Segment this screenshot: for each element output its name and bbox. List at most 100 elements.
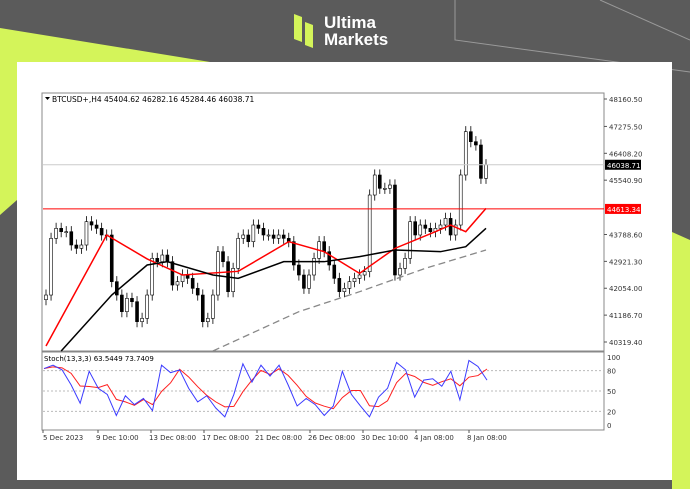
candle-body	[125, 298, 129, 312]
candle-body	[276, 234, 281, 239]
candle-body	[160, 254, 165, 262]
candle-body	[79, 244, 84, 249]
candle-body	[367, 194, 372, 272]
candle-body	[443, 218, 448, 226]
candle-body	[241, 234, 246, 239]
candle-body	[362, 271, 367, 276]
x-tick-label: 4 Jan 08:00	[414, 434, 454, 442]
candle-body	[398, 268, 402, 276]
x-tick-label: 21 Dec 08:00	[255, 434, 302, 442]
candle-body	[135, 301, 139, 322]
candle-body	[170, 261, 175, 286]
candle-body	[115, 281, 119, 296]
candle-body	[221, 251, 225, 262]
x-tick-label: 9 Dec 10:00	[96, 434, 139, 442]
candle-body	[388, 184, 392, 189]
candle-body	[463, 131, 468, 176]
candle-body	[109, 234, 114, 282]
logo-mark-icon	[294, 14, 313, 48]
candle-body	[256, 224, 261, 229]
y-tick-label: 43788.60	[609, 231, 642, 239]
candle-body	[357, 274, 362, 279]
candle-body	[175, 281, 180, 286]
candle-body	[377, 174, 382, 189]
candle-body	[327, 251, 332, 266]
dropdown-triangle-icon[interactable]	[45, 97, 50, 100]
x-tick-label: 17 Dec 08:00	[202, 434, 249, 442]
candle-body	[59, 228, 63, 232]
stoch-label: Stoch(13,3,3) 63.5449 73.7409	[44, 355, 154, 363]
moving-average-long	[212, 249, 487, 352]
candle-body	[236, 238, 240, 269]
candle-body	[322, 241, 326, 252]
candle-body	[418, 224, 423, 236]
candle-body	[261, 228, 266, 236]
candle-body	[150, 258, 155, 296]
candle-body	[271, 234, 276, 239]
x-tick-label: 30 Dec 10:00	[361, 434, 408, 442]
price-plot-frame	[41, 92, 605, 352]
candle-body	[484, 164, 488, 179]
y-tick-label: 47275.50	[609, 123, 642, 131]
candle-body	[195, 288, 200, 296]
x-tick-label: 8 Jan 08:00	[467, 434, 507, 442]
candle-body	[89, 221, 94, 226]
candle-body	[423, 224, 428, 229]
candle-body	[130, 298, 134, 302]
candle-body	[352, 278, 357, 282]
candle-body	[332, 264, 337, 279]
candle-body	[165, 254, 170, 262]
candle-body	[211, 294, 215, 319]
stoch-k-line	[43, 359, 488, 418]
candle-body	[428, 228, 433, 232]
candle-body	[453, 224, 458, 236]
candle-body	[69, 231, 74, 246]
candle-body	[251, 224, 256, 242]
candle-body	[180, 274, 185, 282]
candle-body	[413, 221, 417, 236]
stoch-tick-label: 100	[607, 354, 620, 362]
candle-body	[246, 234, 251, 242]
candle-body	[190, 278, 195, 289]
candle-body	[297, 264, 301, 276]
stoch-tick-label: 0	[607, 422, 611, 430]
candle-body	[307, 274, 311, 289]
y-tick-label: 41186.70	[609, 312, 642, 320]
x-tick-label: 26 Dec 08:00	[308, 434, 355, 442]
stoch-tick-label: 80	[607, 368, 616, 376]
price-chart[interactable]: 48160.50 47275.50 46408.20 45540.90 43788.60…	[17, 62, 672, 480]
candle-body	[200, 294, 205, 322]
candle-body	[469, 131, 473, 142]
candle-body	[408, 221, 412, 259]
candle-body	[231, 268, 235, 292]
candle-body	[448, 218, 453, 236]
candle-body	[474, 141, 478, 146]
candle-body	[292, 241, 296, 266]
candle-body	[185, 274, 190, 279]
x-tick-label: 5 Dec 2023	[43, 434, 83, 442]
candle-body	[140, 318, 144, 322]
symbol-header: BTCUSD+,H4 45404.62 46282.16 45284.46 46…	[52, 95, 255, 104]
candle-body	[94, 224, 99, 229]
brand-logo: Ultima Markets	[292, 14, 388, 48]
candle-body	[393, 184, 397, 276]
level-price-label: 44613.34	[607, 206, 641, 214]
candle-body	[372, 174, 377, 196]
candle-body	[281, 234, 286, 239]
y-tick-label: 46408.20	[609, 150, 642, 158]
candle-body	[145, 294, 149, 319]
candle-body	[74, 244, 79, 249]
y-tick-label: 48160.50	[609, 96, 642, 104]
candle-body	[312, 258, 316, 276]
stoch-tick-label: 50	[607, 388, 616, 396]
candle-body	[479, 144, 483, 179]
stoch-tick-label: 20	[607, 408, 616, 416]
current-price-label: 46038.71	[607, 162, 640, 170]
candle-body	[54, 228, 58, 239]
moving-average-fast	[45, 207, 487, 347]
brand-line1: Ultima	[324, 13, 376, 32]
candle-body	[438, 224, 443, 229]
candle-body	[337, 278, 342, 292]
candle-body	[266, 234, 271, 237]
candle-body	[383, 188, 387, 190]
